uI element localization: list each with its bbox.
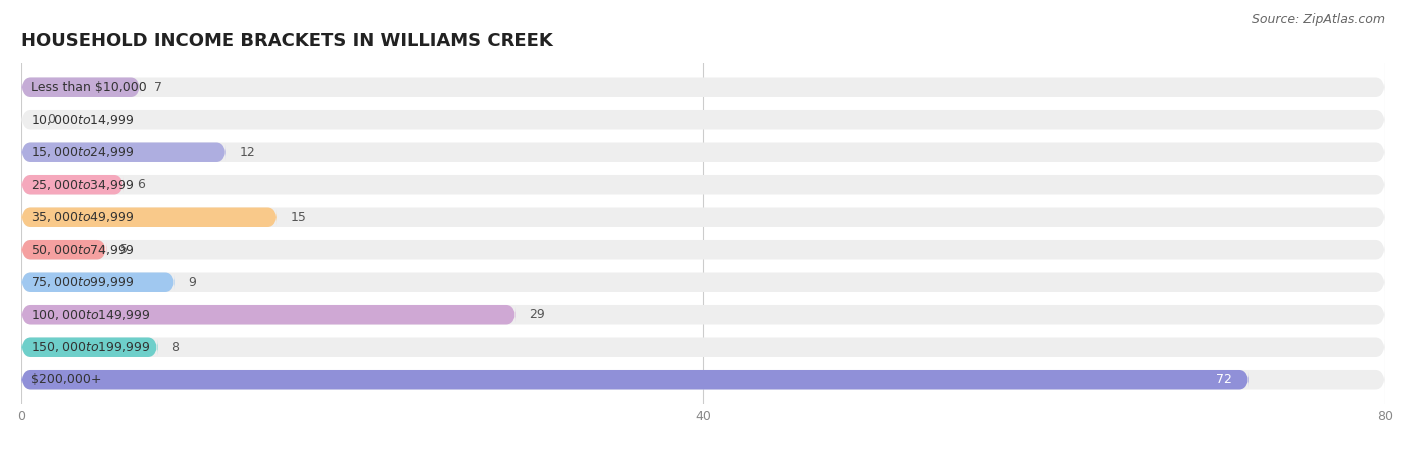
Text: $10,000 to $14,999: $10,000 to $14,999 [31, 113, 135, 127]
Text: HOUSEHOLD INCOME BRACKETS IN WILLIAMS CREEK: HOUSEHOLD INCOME BRACKETS IN WILLIAMS CR… [21, 32, 553, 50]
FancyBboxPatch shape [21, 175, 1385, 194]
FancyBboxPatch shape [21, 370, 1249, 389]
Text: $200,000+: $200,000+ [31, 373, 101, 386]
Text: 7: 7 [155, 81, 162, 94]
FancyBboxPatch shape [21, 273, 174, 292]
Text: $75,000 to $99,999: $75,000 to $99,999 [31, 275, 135, 289]
Text: 0: 0 [46, 113, 55, 126]
Text: $150,000 to $199,999: $150,000 to $199,999 [31, 340, 150, 354]
Text: $35,000 to $49,999: $35,000 to $49,999 [31, 210, 135, 224]
Text: Less than $10,000: Less than $10,000 [31, 81, 148, 94]
Text: 12: 12 [239, 146, 254, 159]
FancyBboxPatch shape [21, 110, 1385, 129]
Text: 8: 8 [172, 341, 179, 354]
Text: $50,000 to $74,999: $50,000 to $74,999 [31, 243, 135, 257]
Text: Source: ZipAtlas.com: Source: ZipAtlas.com [1251, 13, 1385, 26]
FancyBboxPatch shape [21, 78, 1385, 97]
Text: 9: 9 [188, 276, 195, 289]
FancyBboxPatch shape [21, 78, 141, 97]
FancyBboxPatch shape [21, 142, 1385, 162]
FancyBboxPatch shape [21, 175, 124, 194]
Text: 15: 15 [291, 211, 307, 224]
Text: $25,000 to $34,999: $25,000 to $34,999 [31, 178, 135, 192]
Text: 6: 6 [136, 178, 145, 191]
FancyBboxPatch shape [21, 305, 1385, 325]
FancyBboxPatch shape [21, 240, 1385, 260]
Text: $100,000 to $149,999: $100,000 to $149,999 [31, 308, 150, 322]
FancyBboxPatch shape [21, 207, 1385, 227]
FancyBboxPatch shape [21, 142, 226, 162]
FancyBboxPatch shape [21, 240, 107, 260]
FancyBboxPatch shape [21, 370, 1385, 389]
FancyBboxPatch shape [21, 338, 157, 357]
Text: $15,000 to $24,999: $15,000 to $24,999 [31, 145, 135, 159]
Text: 72: 72 [1216, 373, 1232, 386]
Text: 29: 29 [529, 308, 546, 321]
FancyBboxPatch shape [21, 338, 1385, 357]
FancyBboxPatch shape [21, 273, 1385, 292]
FancyBboxPatch shape [21, 207, 277, 227]
FancyBboxPatch shape [21, 305, 516, 325]
Text: 5: 5 [120, 243, 128, 256]
